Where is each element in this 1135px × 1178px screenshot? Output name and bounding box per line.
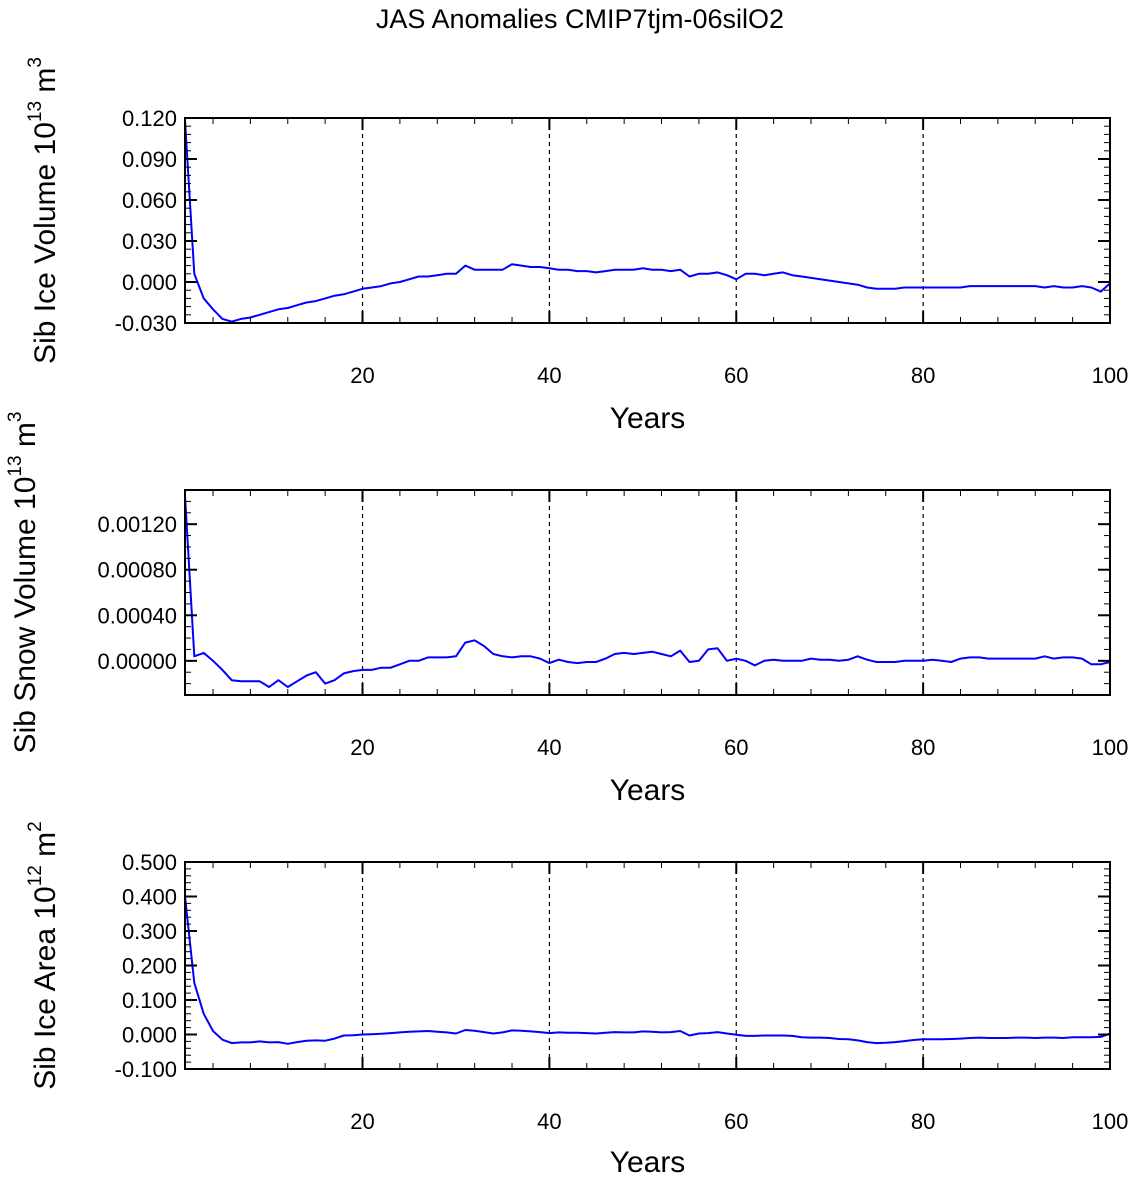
y-axis-title: Sib Ice Volume 1013 m3 xyxy=(25,57,62,364)
y-axis-title-exponent: 13 xyxy=(25,101,46,122)
y-axis-title-unit: m xyxy=(29,68,62,101)
panel-snow-volume: 0.00000 0.00040 0.00080 0.00120 20 40 60 80 100… xyxy=(5,412,1128,807)
x-axis-title: Years xyxy=(610,1146,686,1178)
y-axis-title-base: Sib Snow Volume 10 xyxy=(9,477,42,754)
y-tick-labels: 0.00000 0.00040 0.00080 0.00120 xyxy=(97,512,177,674)
x-tick-label: 20 xyxy=(350,1109,374,1134)
x-tick-label: 40 xyxy=(537,735,561,760)
x-tick-label: 80 xyxy=(911,735,935,760)
y-axis-title-exponent: 12 xyxy=(25,865,46,886)
series-line xyxy=(184,495,1111,688)
y-tick-label: 0.090 xyxy=(122,147,177,172)
y-axis-title-unit-exponent: 3 xyxy=(25,57,46,68)
x-tick-label: 20 xyxy=(350,735,374,760)
x-tick-labels: 20 40 60 80 100 xyxy=(350,1109,1128,1134)
y-tick-label: 0.060 xyxy=(122,188,177,213)
x-tick-label: 60 xyxy=(724,1109,748,1134)
y-tick-labels: -0.030 0.000 0.030 0.060 0.090 0.120 xyxy=(115,106,177,336)
y-tick-label: -0.100 xyxy=(115,1057,177,1082)
x-tick-label: 60 xyxy=(724,363,748,388)
series-polyline xyxy=(184,495,1111,688)
y-axis-title-unit-exponent: 3 xyxy=(5,412,26,423)
gridlines xyxy=(361,490,924,695)
y-axis-title: Sib Ice Area 1012 m2 xyxy=(25,821,62,1090)
y-tick-label: 0.500 xyxy=(122,850,177,875)
x-tick-label: 100 xyxy=(1092,1109,1129,1134)
y-tick-label: 0.00120 xyxy=(97,512,177,537)
series-polyline xyxy=(184,120,1111,323)
y-axis-title: Sib Snow Volume 1013 m3 xyxy=(5,412,42,754)
axis-ticks xyxy=(185,489,1111,696)
y-tick-label: 0.100 xyxy=(122,988,177,1013)
chart-title: JAS Anomalies CMIP7tjm-06silO2 xyxy=(376,4,784,34)
y-tick-label: 0.030 xyxy=(122,229,177,254)
y-tick-label: 0.00040 xyxy=(97,603,177,628)
x-tick-label: 40 xyxy=(537,1109,561,1134)
x-tick-label: 80 xyxy=(911,1109,935,1134)
y-tick-label: 0.00000 xyxy=(97,649,177,674)
gridlines xyxy=(361,118,924,323)
axis-ticks xyxy=(185,117,1111,324)
y-axis-title-unit: m xyxy=(29,832,62,865)
x-tick-label: 100 xyxy=(1092,363,1129,388)
y-axis-title-unit: m xyxy=(9,422,42,455)
x-axis-title: Years xyxy=(610,774,686,807)
y-tick-label: 0.000 xyxy=(122,1023,177,1048)
y-tick-label: 0.00080 xyxy=(97,558,177,583)
y-tick-label: 0.000 xyxy=(122,270,177,295)
y-tick-label: 0.200 xyxy=(122,954,177,979)
series-polyline xyxy=(184,896,1111,1045)
x-tick-label: 40 xyxy=(537,363,561,388)
y-axis-title-base: Sib Ice Area 10 xyxy=(29,886,62,1089)
y-axis-title-base: Sib Ice Volume 10 xyxy=(29,122,62,364)
plot-frame xyxy=(184,117,1111,324)
x-tick-label: 80 xyxy=(911,363,935,388)
panel-ice-area: -0.100 0.000 0.100 0.200 0.300 0.400 0.500 20 4… xyxy=(25,821,1128,1178)
x-tick-labels: 20 40 60 80 100 xyxy=(350,363,1128,388)
x-tick-label: 20 xyxy=(350,363,374,388)
x-tick-label: 100 xyxy=(1092,735,1129,760)
gridlines xyxy=(361,862,924,1069)
x-tick-label: 60 xyxy=(724,735,748,760)
y-tick-label: -0.030 xyxy=(115,311,177,336)
panel-ice-volume: -0.030 0.000 0.030 0.060 0.090 0.120 20 40 60 80… xyxy=(25,57,1128,435)
y-tick-label: 0.120 xyxy=(122,106,177,131)
y-tick-label: 0.400 xyxy=(122,885,177,910)
y-axis-title-unit-exponent: 2 xyxy=(25,821,46,832)
plot-frame xyxy=(184,489,1111,696)
axis-ticks xyxy=(185,861,1111,1070)
series-line xyxy=(184,120,1111,323)
y-axis-title-exponent: 13 xyxy=(5,455,26,476)
x-tick-labels: 20 40 60 80 100 xyxy=(350,735,1128,760)
y-tick-label: 0.300 xyxy=(122,919,177,944)
x-axis-title: Years xyxy=(610,402,686,435)
series-line xyxy=(184,896,1111,1045)
y-tick-labels: -0.100 0.000 0.100 0.200 0.300 0.400 0.500 xyxy=(115,850,177,1082)
